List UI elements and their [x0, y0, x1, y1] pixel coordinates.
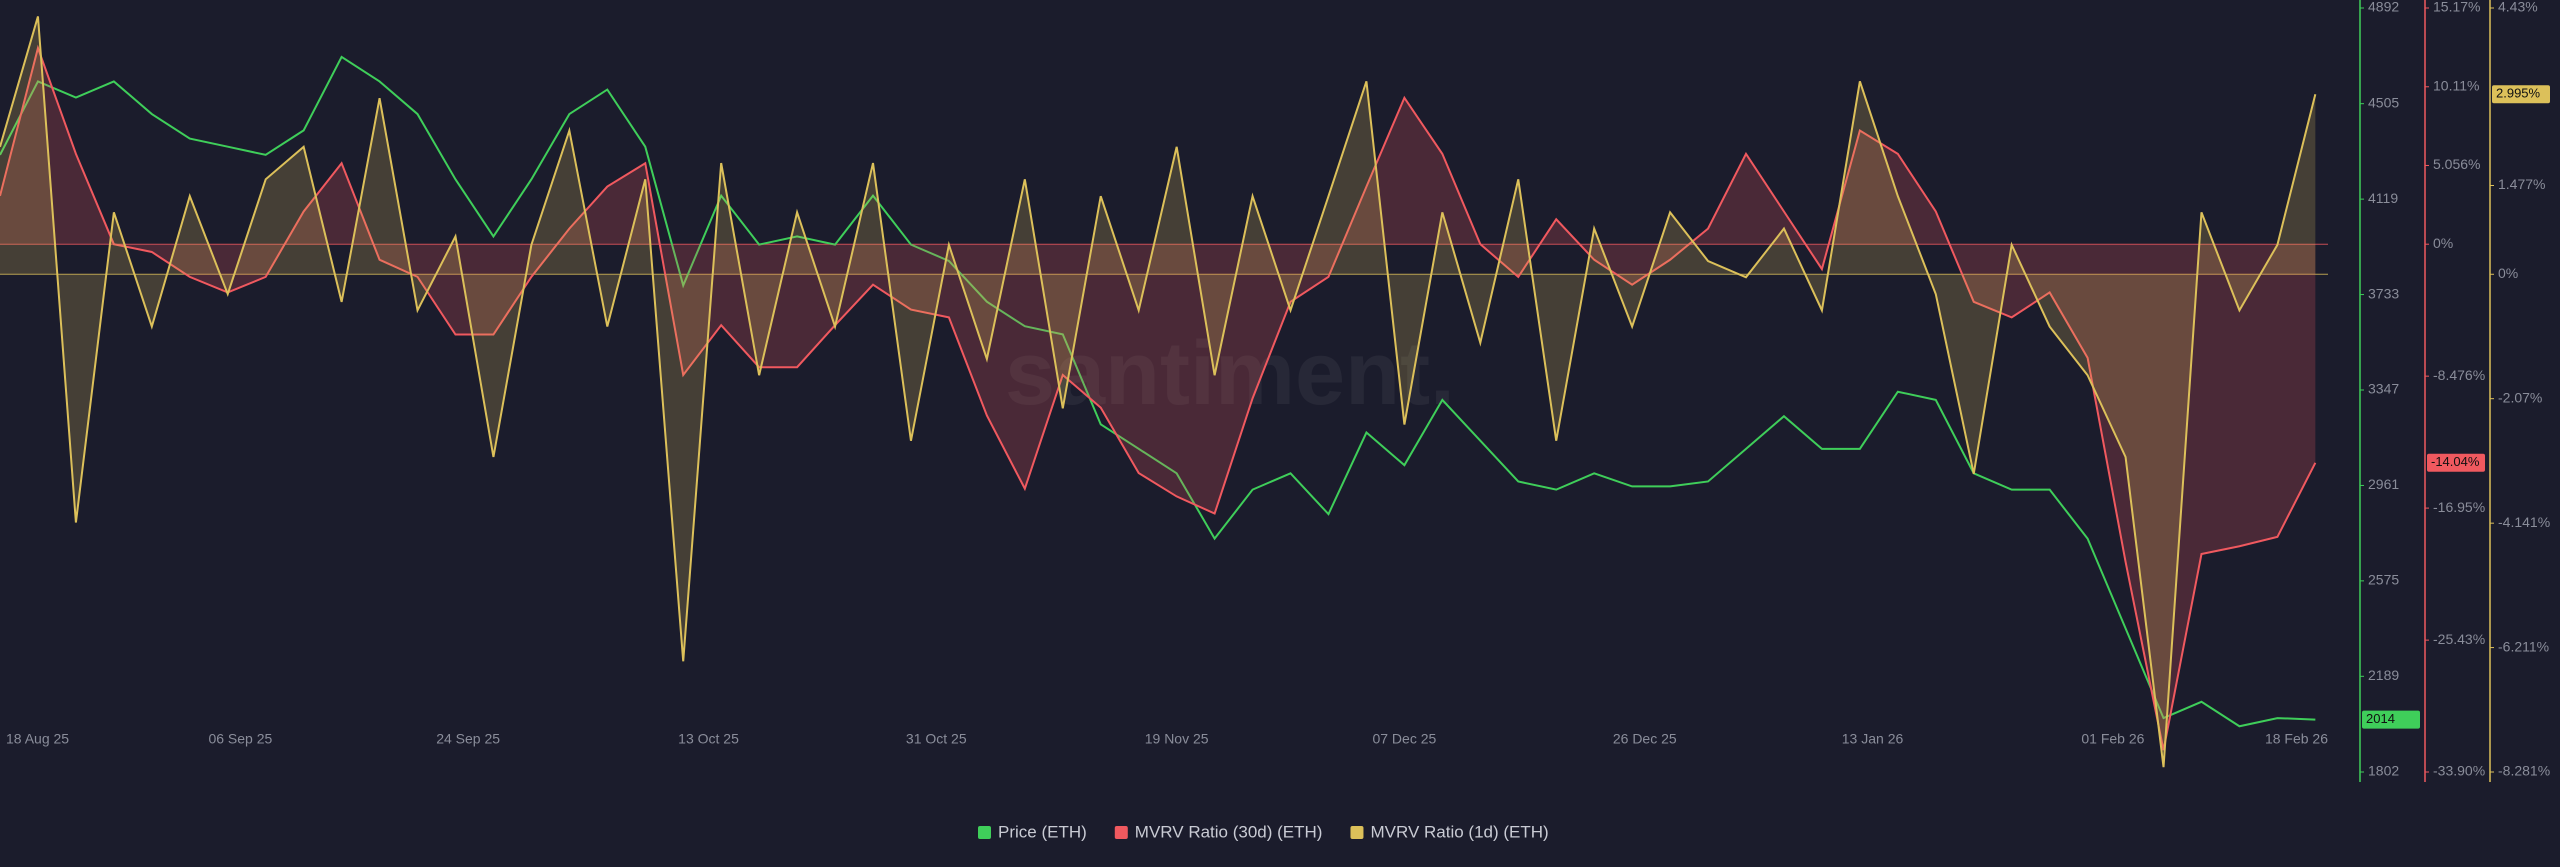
- line: [0, 44, 2317, 751]
- y-tick-label: -6.211%: [2498, 638, 2549, 654]
- y-tick-label: 10.11%: [2433, 77, 2479, 93]
- y-tick-label: 4892: [2368, 0, 2399, 15]
- value-badge: [2492, 85, 2550, 104]
- legend-swatch: [978, 826, 991, 839]
- value-badge-label: 2014: [2366, 711, 2395, 726]
- y-tick-label: 5.056%: [2433, 156, 2480, 172]
- line: [0, 16, 2317, 768]
- x-tick-label: 26 Dec 25: [1613, 731, 1677, 747]
- x-tick-label: 06 Sep 25: [208, 731, 272, 747]
- y-tick-label: -8.281%: [2498, 763, 2550, 779]
- y-tick-label: 3733: [2368, 285, 2399, 301]
- x-tick-label: 31 Oct 25: [906, 731, 967, 747]
- x-tick-label: 13 Jan 26: [1842, 731, 1904, 747]
- y-tick-label: 1.477%: [2498, 176, 2545, 192]
- legend-label: MVRV Ratio (1d) (ETH): [1370, 822, 1548, 841]
- y-tick-label: 3347: [2368, 381, 2399, 397]
- legend-swatch: [1350, 826, 1364, 839]
- y-tick-label: -33.90%: [2433, 763, 2485, 779]
- legend-label: MVRV Ratio (30d) (ETH): [1135, 822, 1323, 841]
- area: [0, 48, 2316, 751]
- value-badge: [2427, 453, 2485, 472]
- value-badge-label: -14.04%: [2431, 454, 2480, 469]
- legend-label: Price (ETH): [998, 822, 1087, 841]
- x-tick-label: 07 Dec 25: [1372, 731, 1436, 747]
- y-tick-label: 0%: [2433, 235, 2453, 251]
- value-badge-label: 2.995%: [2496, 86, 2541, 101]
- y-tick-label: 4.43%: [2498, 0, 2538, 15]
- x-tick-label: 18 Aug 25: [6, 731, 69, 747]
- y-tick-label: 4119: [2368, 190, 2398, 206]
- value-badge: [2362, 710, 2420, 729]
- y-tick-label: -8.476%: [2433, 367, 2485, 383]
- y-tick-label: -25.43%: [2433, 631, 2485, 647]
- x-tick-label: 13 Oct 25: [678, 731, 739, 747]
- y-tick-label: 2189: [2368, 667, 2399, 683]
- y-tick-label: 0%: [2498, 265, 2518, 281]
- x-tick-label: 24 Sep 25: [436, 731, 500, 747]
- y-tick-label: -4.141%: [2498, 514, 2550, 530]
- area: [0, 16, 2316, 768]
- y-tick-label: 15.17%: [2433, 0, 2480, 15]
- x-tick-label: 19 Nov 25: [1145, 731, 1209, 747]
- y-tick-label: 2575: [2368, 572, 2399, 588]
- y-tick-label: -16.95%: [2433, 499, 2485, 515]
- x-tick-label: 18 Feb 26: [2265, 731, 2328, 747]
- line: [0, 55, 2316, 728]
- y-tick-label: 1802: [2368, 763, 2399, 779]
- y-tick-label: 4505: [2368, 94, 2399, 110]
- legend-swatch: [1114, 826, 1128, 839]
- y-tick-label: 2961: [2368, 476, 2399, 492]
- y-tick-label: -2.07%: [2498, 389, 2542, 405]
- x-tick-label: 01 Feb 26: [2081, 731, 2144, 747]
